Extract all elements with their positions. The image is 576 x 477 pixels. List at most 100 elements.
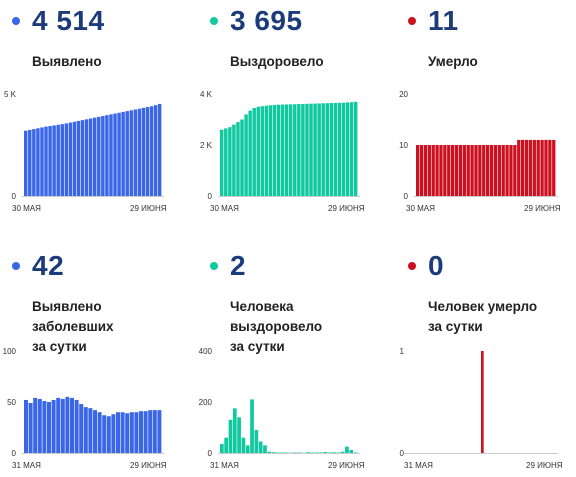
bar	[121, 111, 125, 196]
bar	[240, 119, 244, 196]
x-tick-label: 29 ИЮНЯ	[328, 461, 365, 470]
bar	[52, 125, 56, 196]
x-tick-label: 29 ИЮНЯ	[130, 204, 167, 213]
bar	[97, 116, 101, 196]
bar	[544, 139, 548, 196]
y-tick-label: 0	[208, 192, 213, 201]
bar	[48, 126, 52, 196]
bar	[276, 452, 280, 453]
bar	[56, 397, 61, 453]
dot-icon	[12, 17, 20, 25]
bar	[137, 108, 142, 196]
bar	[149, 106, 154, 196]
bar	[419, 145, 424, 196]
y-tick-label: 100	[3, 347, 17, 356]
bar	[297, 104, 301, 196]
panel-recovered-daily: 2 Человека выздоровело за сутки 0 200 400 3…	[198, 245, 386, 475]
bar	[313, 103, 317, 196]
x-tick-label: 29 ИЮНЯ	[328, 204, 365, 213]
bar	[245, 445, 250, 453]
bar	[416, 145, 420, 196]
chart-deaths-total: 0 10 20 30 МАЯ 29 ИЮНЯ	[399, 90, 561, 213]
bar	[552, 139, 556, 196]
bar	[64, 123, 69, 196]
y-tick-label: 5 K	[4, 90, 17, 99]
bar	[153, 105, 158, 196]
bar	[532, 139, 536, 196]
bar	[439, 145, 443, 196]
bar	[458, 145, 463, 196]
bar	[252, 108, 256, 196]
bar	[79, 404, 84, 453]
bar	[349, 449, 354, 453]
bar	[68, 122, 73, 196]
chart-recovered-total: 0 2 K 4 K 30 МАЯ 29 ИЮНЯ	[200, 90, 365, 213]
bar	[501, 145, 505, 196]
bar	[220, 444, 224, 453]
bar	[28, 129, 32, 196]
stat-label: Выздоровело	[230, 54, 324, 69]
chart-detected-total: 0 5 K 30 МАЯ 29 ИЮНЯ	[4, 90, 167, 213]
x-tick-label: 31 МАЯ	[404, 461, 433, 470]
bar	[332, 452, 336, 453]
chart-recovered-daily: 0 200 400 31 МАЯ 29 ИЮНЯ	[199, 347, 365, 470]
bar	[93, 117, 97, 196]
stat-value: 11	[428, 5, 459, 36]
y-tick-label: 4 K	[200, 90, 213, 99]
bar	[289, 104, 293, 196]
bar	[333, 102, 338, 196]
bar	[474, 145, 478, 196]
y-tick-label: 0	[12, 449, 17, 458]
bar	[32, 129, 36, 196]
bar	[435, 145, 439, 196]
bar	[47, 402, 51, 453]
bar	[93, 410, 97, 453]
x-tick-label: 29 ИЮНЯ	[526, 461, 563, 470]
bar	[497, 145, 501, 196]
bar	[314, 452, 319, 453]
bar	[116, 412, 120, 453]
stat-label: Выявлено заболевших за сутки	[32, 299, 114, 354]
bar	[224, 437, 229, 453]
stat-value: 3 695	[230, 5, 303, 36]
bar	[521, 139, 525, 196]
stat-value: 2	[230, 250, 247, 281]
y-tick-label: 0	[404, 192, 409, 201]
bar	[232, 408, 237, 454]
bar	[258, 441, 263, 453]
bar	[256, 106, 260, 196]
bar	[323, 451, 328, 453]
bar	[106, 416, 111, 453]
bar	[76, 120, 81, 196]
x-tick-label: 29 ИЮНЯ	[524, 204, 561, 213]
bar	[143, 411, 148, 453]
bar	[237, 417, 241, 453]
x-tick-label: 30 МАЯ	[12, 204, 41, 213]
bar	[509, 145, 513, 196]
bar	[250, 399, 254, 453]
bar	[111, 414, 116, 453]
panel-deaths-total: 11 Умерло 0 10 20 30 МАЯ 29 ИЮНЯ	[396, 0, 576, 220]
panel-deaths-daily: 0 Человек умерло за сутки 0 1 31 МАЯ 29 ИЮН…	[396, 245, 576, 475]
y-tick-label: 10	[399, 141, 408, 150]
x-tick-label: 30 МАЯ	[406, 204, 435, 213]
bar	[24, 130, 28, 196]
stat-value: 42	[32, 250, 65, 281]
bar	[83, 407, 88, 453]
x-tick-label: 31 МАЯ	[12, 461, 41, 470]
y-tick-label: 20	[399, 90, 408, 99]
bar	[33, 397, 38, 453]
bar	[353, 452, 358, 453]
bar	[540, 139, 544, 196]
bar	[268, 105, 273, 196]
bar	[236, 122, 240, 196]
bar	[254, 430, 259, 453]
bar	[267, 451, 272, 453]
bar	[321, 103, 325, 196]
bar	[310, 452, 315, 453]
x-tick-label: 31 МАЯ	[210, 461, 239, 470]
bar	[88, 118, 93, 196]
bar	[40, 127, 44, 196]
bar	[284, 452, 289, 453]
bar	[44, 126, 48, 196]
